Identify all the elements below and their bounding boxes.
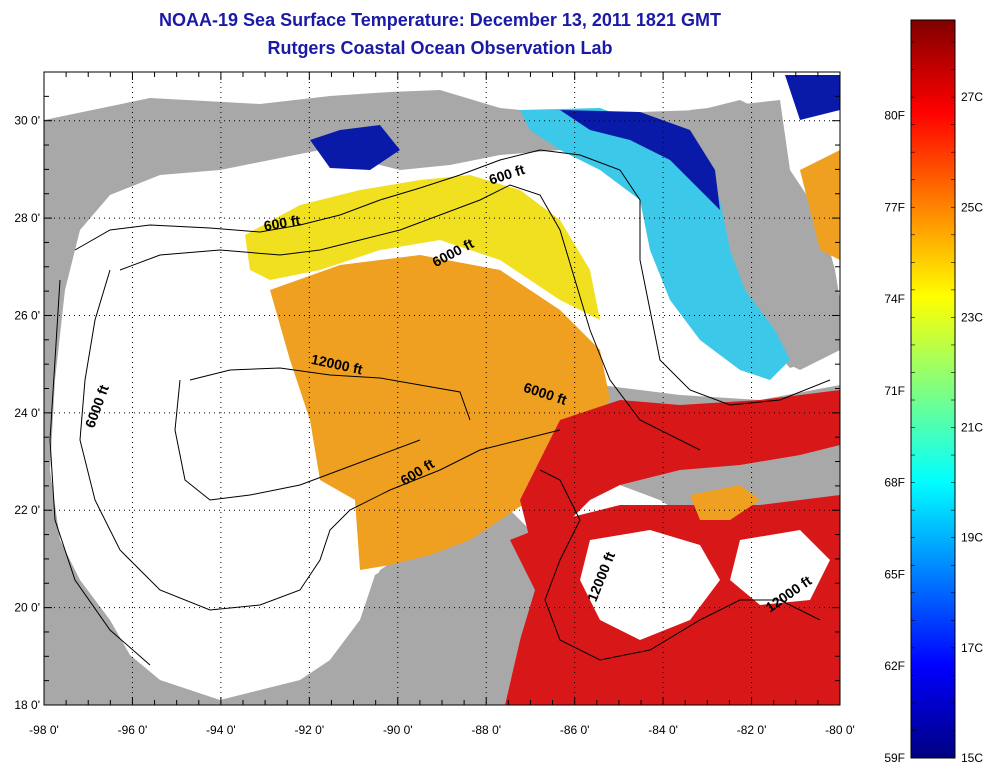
lon-tick-label: -80 0' bbox=[825, 723, 855, 737]
lon-tick-label: -90 0' bbox=[383, 723, 413, 737]
lat-tick-label: 20 0' bbox=[14, 601, 40, 615]
colorbar-c-label: 15C bbox=[961, 751, 983, 765]
colorbar-c-label: 17C bbox=[961, 641, 983, 655]
colorbar-f-label: 74F bbox=[884, 292, 905, 306]
lon-tick-label: -96 0' bbox=[118, 723, 148, 737]
lon-tick-label: -86 0' bbox=[560, 723, 590, 737]
lon-tick-label: -92 0' bbox=[295, 723, 325, 737]
contour-label: 600 ft bbox=[263, 212, 302, 234]
map-title: NOAA-19 Sea Surface Temperature: Decembe… bbox=[159, 10, 721, 30]
lon-tick-label: -88 0' bbox=[471, 723, 501, 737]
yucatan-land bbox=[330, 510, 535, 705]
colorbar-f-label: 62F bbox=[884, 659, 905, 673]
colorbar-c-label: 27C bbox=[961, 90, 983, 104]
map-axes: -98 0' -96 0' -94 0' -92 0' -90 0' -88 0' -86 … bbox=[14, 71, 855, 737]
cuba-land bbox=[620, 445, 840, 505]
colorbar: 80F 77F 74F 71F 68F 65F 62F 59F 27C 25C 23C 21C 19C 1… bbox=[884, 19, 983, 765]
lat-tick-label: 24 0' bbox=[14, 406, 40, 420]
map-subtitle: Rutgers Coastal Ocean Observation Lab bbox=[267, 38, 613, 58]
colorbar-c-label: 25C bbox=[961, 200, 983, 214]
colorbar-f-label: 80F bbox=[884, 108, 905, 122]
colorbar-f-label: 65F bbox=[884, 567, 905, 581]
lon-tick-label: -84 0' bbox=[648, 723, 678, 737]
colorbar-ramp bbox=[910, 19, 956, 759]
colorbar-f-label: 77F bbox=[884, 200, 905, 214]
map-grid bbox=[44, 72, 840, 705]
colorbar-f-label: 68F bbox=[884, 476, 905, 490]
lat-tick-label: 30 0' bbox=[14, 114, 40, 128]
florida-land bbox=[690, 100, 838, 368]
bathymetry-contours bbox=[49, 149, 831, 666]
colorbar-f-label: 71F bbox=[884, 384, 905, 398]
colorbar-c-label: 21C bbox=[961, 421, 983, 435]
lat-tick-label: 28 0' bbox=[14, 211, 40, 225]
colorbar-c-label: 23C bbox=[961, 310, 983, 324]
lat-tick-label: 26 0' bbox=[14, 308, 40, 322]
lon-tick-label: -98 0' bbox=[29, 723, 59, 737]
lon-tick-label: -82 0' bbox=[737, 723, 767, 737]
lat-tick-label: 22 0' bbox=[14, 503, 40, 517]
colorbar-f-label: 59F bbox=[884, 751, 905, 765]
lon-tick-label: -94 0' bbox=[206, 723, 236, 737]
colorbar-c-label: 19C bbox=[961, 531, 983, 545]
lat-tick-label: 18 0' bbox=[14, 698, 40, 712]
